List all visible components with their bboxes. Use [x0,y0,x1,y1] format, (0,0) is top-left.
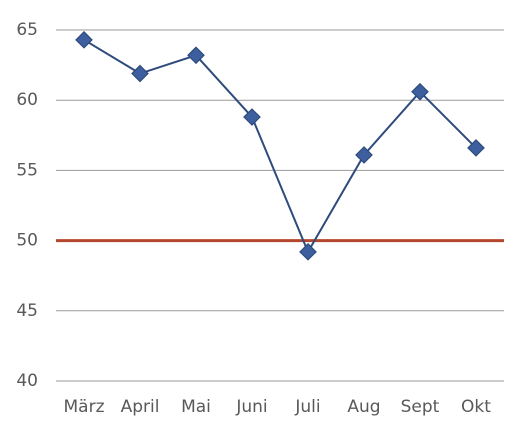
y-tick-label: 45 [16,301,38,321]
x-tick-label: Mai [181,397,211,417]
data-marker [467,139,485,157]
x-tick-label: Okt [461,397,491,417]
data-marker [75,30,93,49]
data-marker [187,46,205,65]
data-marker [131,64,149,83]
data-marker [355,146,373,164]
x-tick-label: Aug [347,397,380,417]
data-marker [411,82,429,101]
data-marker [299,242,317,261]
data-line [83,38,477,255]
y-tick-label: 50 [16,231,38,251]
x-tick-label: Sept [401,397,440,417]
y-tick-label: 40 [16,371,38,391]
y-tick-label: 65 [16,20,38,40]
x-tick-label: Juli [294,397,320,417]
x-tick-label: März [64,397,105,417]
x-tick-label: April [121,397,160,417]
data-marker [243,108,261,126]
y-tick-label: 55 [16,160,38,180]
x-tick-label: Juni [235,397,267,417]
y-tick-label: 60 [16,90,38,110]
